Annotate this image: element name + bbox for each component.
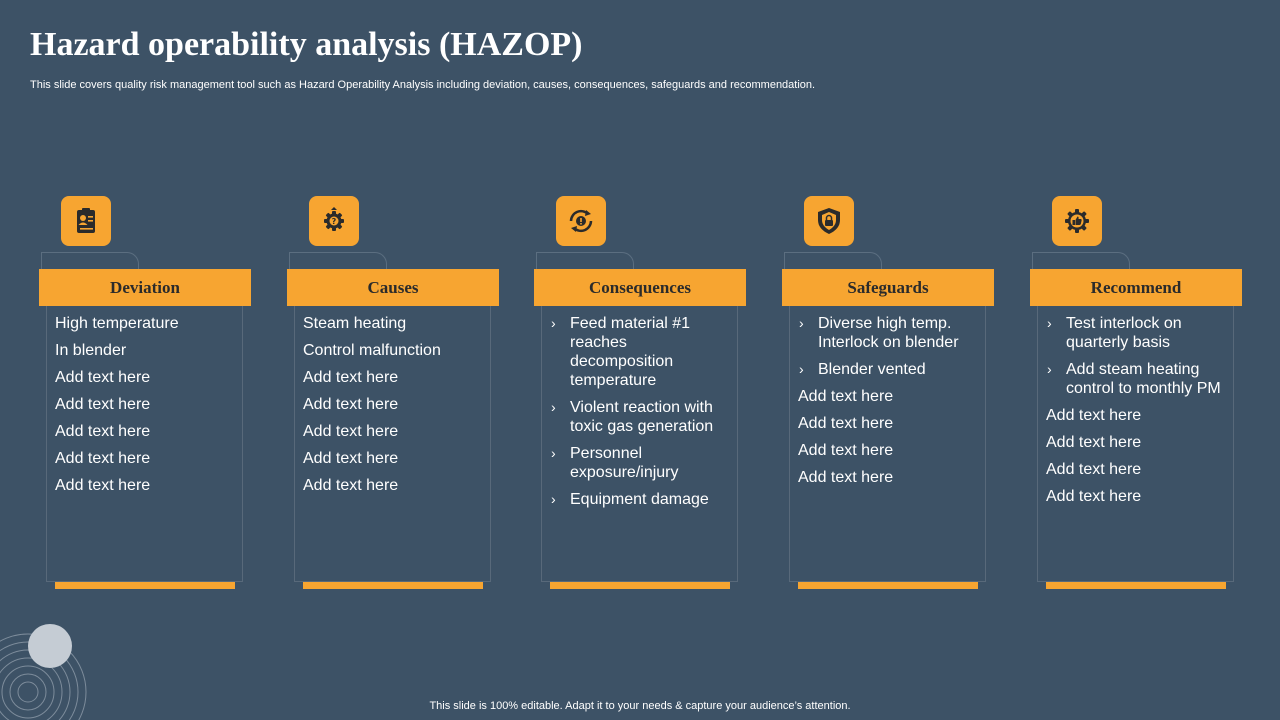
list-item: Add text here bbox=[1046, 407, 1142, 424]
page-title: Hazard operability analysis (HAZOP) bbox=[30, 26, 583, 63]
bullet-item: › Add steam heating control to monthly P… bbox=[1046, 360, 1225, 398]
column-body: High temperature In blender Add text her… bbox=[46, 306, 243, 582]
connector-line bbox=[1032, 252, 1130, 269]
column-deviation: Deviation High temperature In blender Ad… bbox=[39, 196, 251, 592]
list-item: Add text here bbox=[55, 396, 151, 413]
bullet-item: › Violent reaction with toxic gas genera… bbox=[550, 398, 729, 436]
chevron-right-icon: › bbox=[551, 315, 556, 331]
bullet-text: Feed material #1 reaches decomposition t… bbox=[570, 315, 691, 389]
footer-note: This slide is 100% editable. Adapt it to… bbox=[429, 700, 851, 712]
connector-line bbox=[536, 252, 634, 269]
column-body: › Diverse high temp. Interlock on blende… bbox=[789, 306, 986, 582]
chevron-right-icon: › bbox=[551, 491, 556, 507]
list-item: Add text here bbox=[798, 469, 894, 486]
list-item: Add text here bbox=[303, 477, 399, 494]
column-header: Causes bbox=[287, 269, 499, 306]
bullet-item: › Feed material #1 reaches decomposition… bbox=[550, 314, 729, 390]
column-body: Steam heating Control malfunction Add te… bbox=[294, 306, 491, 582]
list-item: Add text here bbox=[303, 369, 399, 386]
column-body: › Test interlock on quarterly basis › Ad… bbox=[1037, 306, 1234, 582]
bullet-text: Blender vented bbox=[818, 361, 926, 378]
bullet-item: › Test interlock on quarterly basis bbox=[1046, 314, 1225, 352]
list-item: Add text here bbox=[303, 423, 399, 440]
chevron-right-icon: › bbox=[799, 315, 804, 331]
bullet-text: Violent reaction with toxic gas generati… bbox=[570, 399, 714, 435]
connector-line bbox=[41, 252, 139, 269]
page-subtitle: This slide covers quality risk managemen… bbox=[30, 79, 816, 91]
bullet-text: Personnel exposure/injury bbox=[570, 445, 679, 481]
list-item: Add text here bbox=[55, 369, 151, 386]
bullet-item: › Blender vented bbox=[798, 360, 977, 379]
list-item: Add text here bbox=[55, 450, 151, 467]
column-causes: ? Causes Steam heating Control malfuncti… bbox=[287, 196, 499, 592]
list-item: Add text here bbox=[1046, 488, 1142, 505]
list-item: In blender bbox=[55, 342, 127, 359]
chevron-right-icon: › bbox=[1047, 315, 1052, 331]
accent-bar bbox=[303, 582, 483, 589]
bullet-text: Test interlock on quarterly basis bbox=[1066, 315, 1182, 351]
shield-icon bbox=[804, 196, 854, 246]
list-item: Add text here bbox=[798, 388, 894, 405]
bullet-text: Diverse high temp. Interlock on blender bbox=[818, 315, 959, 351]
clipboard-person-icon bbox=[61, 196, 111, 246]
gear-question-icon: ? bbox=[309, 196, 359, 246]
column-header: Consequences bbox=[534, 269, 746, 306]
bullet-item: › Personnel exposure/injury bbox=[550, 444, 729, 482]
column-header: Recommend bbox=[1030, 269, 1242, 306]
chevron-right-icon: › bbox=[799, 361, 804, 377]
cycle-alert-icon bbox=[556, 196, 606, 246]
column-safeguards: Safeguards › Diverse high temp. Interloc… bbox=[782, 196, 994, 592]
accent-bar bbox=[55, 582, 235, 589]
list-item: Steam heating bbox=[303, 315, 407, 332]
list-item: Add text here bbox=[303, 450, 399, 467]
list-item: High temperature bbox=[55, 315, 179, 332]
bullet-item: › Equipment damage bbox=[550, 490, 729, 509]
list-item: Add text here bbox=[1046, 434, 1142, 451]
list-item: Add text here bbox=[303, 396, 399, 413]
chevron-right-icon: › bbox=[1047, 361, 1052, 377]
column-consequences: Consequences › Feed material #1 reaches … bbox=[534, 196, 746, 592]
list-item: Add text here bbox=[55, 423, 151, 440]
connector-line bbox=[289, 252, 387, 269]
decorative-circles bbox=[0, 624, 87, 720]
accent-bar bbox=[1046, 582, 1226, 589]
column-header: Safeguards bbox=[782, 269, 994, 306]
list-item: Add text here bbox=[1046, 461, 1142, 478]
chevron-right-icon: › bbox=[551, 399, 556, 415]
bullet-text: Add steam heating control to monthly PM bbox=[1066, 361, 1221, 397]
column-header: Deviation bbox=[39, 269, 251, 306]
svg-text:?: ? bbox=[332, 217, 337, 226]
accent-bar bbox=[798, 582, 978, 589]
list-item: Control malfunction bbox=[303, 342, 441, 359]
list-item: Add text here bbox=[55, 477, 151, 494]
list-item: Add text here bbox=[798, 442, 894, 459]
bullet-item: › Diverse high temp. Interlock on blende… bbox=[798, 314, 977, 352]
accent-bar bbox=[550, 582, 730, 589]
chevron-right-icon: › bbox=[551, 445, 556, 461]
connector-line bbox=[784, 252, 882, 269]
column-recommend: Recommend › Test interlock on quarterly … bbox=[1030, 196, 1242, 592]
column-body: › Feed material #1 reaches decomposition… bbox=[541, 306, 738, 582]
bullet-text: Equipment damage bbox=[570, 491, 709, 508]
list-item: Add text here bbox=[798, 415, 894, 432]
thumbs-up-gear-icon bbox=[1052, 196, 1102, 246]
